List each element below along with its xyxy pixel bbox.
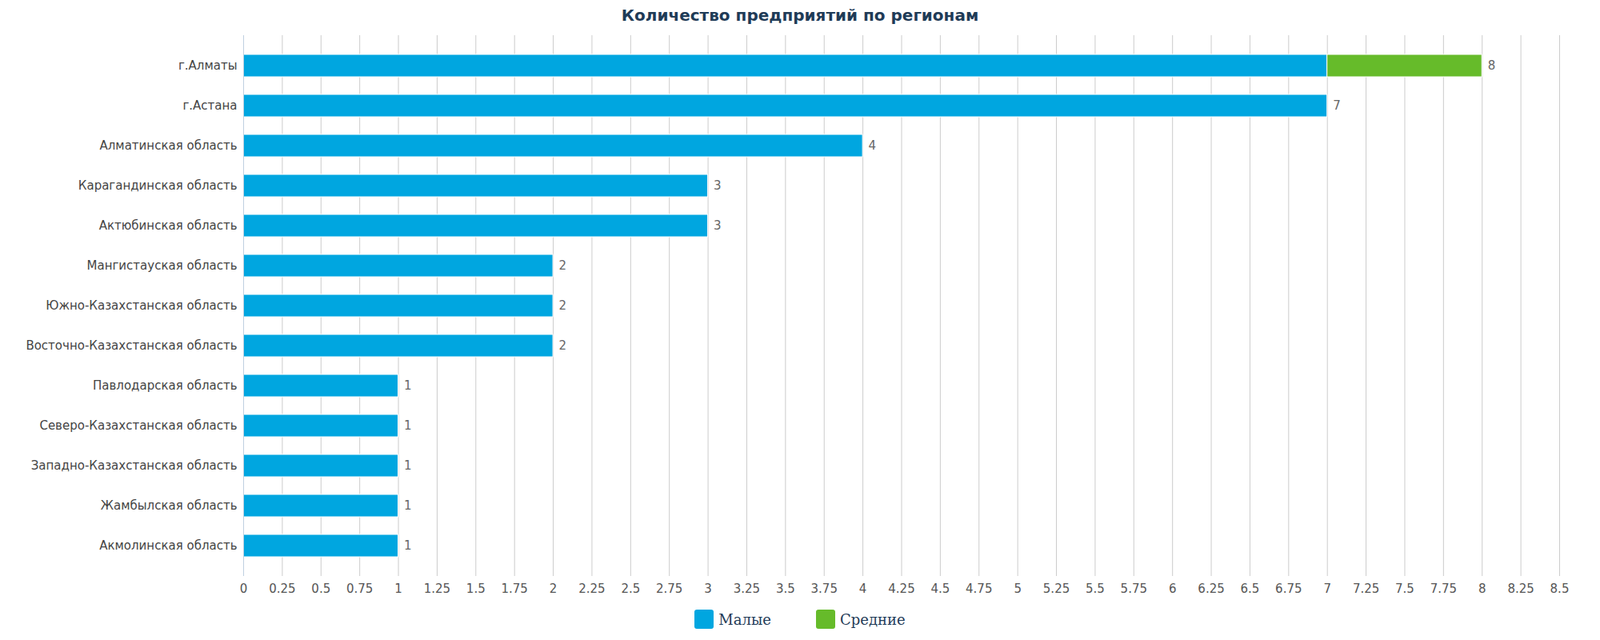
svg-text:1: 1 — [394, 581, 403, 596]
svg-text:2.75: 2.75 — [656, 581, 683, 596]
svg-text:4.75: 4.75 — [965, 581, 992, 596]
svg-text:7: 7 — [1332, 98, 1341, 113]
svg-text:1.75: 1.75 — [500, 581, 528, 596]
svg-text:2: 2 — [549, 581, 558, 596]
svg-text:2.5: 2.5 — [620, 581, 640, 596]
svg-text:2: 2 — [559, 258, 568, 273]
svg-text:2: 2 — [559, 298, 568, 313]
svg-text:Алматинская область: Алматинская область — [100, 138, 238, 153]
svg-text:4.25: 4.25 — [888, 581, 915, 596]
svg-text:6.5: 6.5 — [1240, 581, 1260, 596]
svg-text:Акмолинская область: Акмолинская область — [99, 538, 237, 553]
svg-text:7.75: 7.75 — [1430, 581, 1457, 596]
svg-text:г.Алматы: г.Алматы — [178, 58, 238, 73]
svg-text:2: 2 — [559, 338, 568, 353]
svg-text:Жамбылская область: Жамбылская область — [100, 498, 238, 513]
svg-text:6.25: 6.25 — [1197, 581, 1224, 596]
svg-text:6: 6 — [1168, 581, 1177, 596]
svg-text:3.75: 3.75 — [811, 581, 838, 596]
svg-text:8: 8 — [1478, 581, 1487, 596]
svg-text:7.5: 7.5 — [1395, 581, 1415, 596]
svg-text:1: 1 — [404, 538, 412, 553]
svg-text:1: 1 — [404, 378, 412, 393]
svg-text:5: 5 — [1013, 581, 1022, 596]
svg-text:5.25: 5.25 — [1043, 581, 1070, 596]
svg-text:3.25: 3.25 — [733, 581, 760, 596]
svg-text:Павлодарская область: Павлодарская область — [92, 378, 237, 393]
html-text:Малые: Малые — [718, 610, 772, 628]
svg-text:1.25: 1.25 — [424, 581, 451, 596]
svg-text:3: 3 — [704, 581, 712, 596]
svg-text:7: 7 — [1323, 581, 1332, 596]
svg-text:3.5: 3.5 — [776, 581, 796, 596]
svg-text:Южно-Казахстанская область: Южно-Казахстанская область — [45, 298, 237, 313]
svg-text:4: 4 — [868, 138, 877, 153]
svg-text:5.75: 5.75 — [1120, 581, 1148, 596]
svg-text:6.75: 6.75 — [1275, 581, 1302, 596]
svg-text:Карагандинская область: Карагандинская область — [78, 178, 238, 193]
svg-text:0: 0 — [240, 581, 248, 596]
svg-text:Северо-Казахстанская область: Северо-Казахстанская область — [39, 418, 237, 433]
svg-text:Мангистауская область: Мангистауская область — [87, 258, 238, 273]
svg-text:4: 4 — [859, 581, 868, 596]
html-text:Количество предприятий по реги: Количество предприятий по регионам — [621, 5, 979, 25]
html-text:Средние: Средние — [839, 610, 906, 628]
svg-text:Западно-Казахстанская область: Западно-Казахстанская область — [31, 458, 238, 473]
svg-text:Актюбинская область: Актюбинская область — [99, 218, 238, 233]
svg-text:1: 1 — [404, 418, 412, 433]
svg-text:7.25: 7.25 — [1352, 581, 1380, 596]
svg-text:5.5: 5.5 — [1085, 581, 1105, 596]
svg-text:3: 3 — [713, 178, 722, 193]
svg-text:0.75: 0.75 — [346, 581, 373, 596]
svg-text:2.25: 2.25 — [578, 581, 605, 596]
svg-text:г.Астана: г.Астана — [182, 98, 237, 113]
svg-text:Восточно-Казахстанская область: Восточно-Казахстанская область — [25, 338, 237, 353]
svg-text:0.25: 0.25 — [268, 581, 296, 596]
svg-text:3: 3 — [713, 218, 722, 233]
svg-text:8.25: 8.25 — [1507, 581, 1534, 596]
svg-text:1.5: 1.5 — [466, 581, 486, 596]
svg-text:4.5: 4.5 — [930, 581, 950, 596]
svg-text:0.5: 0.5 — [311, 581, 331, 596]
svg-text:8: 8 — [1488, 58, 1496, 73]
svg-text:1: 1 — [404, 498, 412, 513]
svg-text:8.5: 8.5 — [1550, 581, 1570, 596]
svg-text:1: 1 — [404, 458, 412, 473]
